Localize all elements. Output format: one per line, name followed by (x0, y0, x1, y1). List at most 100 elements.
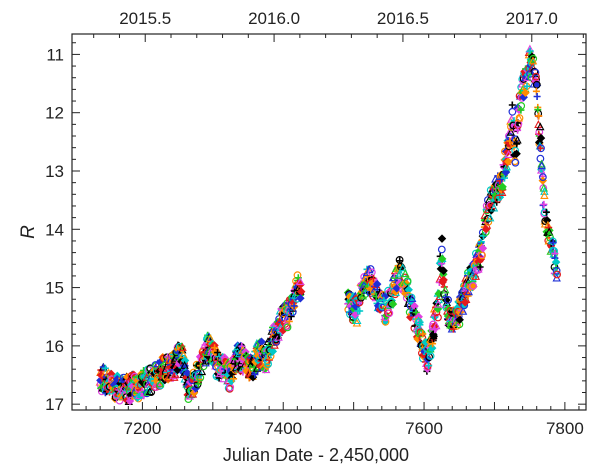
data-point-diamond (478, 244, 488, 253)
data-point-triangle (244, 368, 254, 377)
data-point-diamond (372, 279, 382, 289)
data-point-plus (540, 200, 548, 208)
data-point-diamond (439, 266, 448, 275)
data-points (95, 44, 561, 406)
data-point-diamond (296, 293, 305, 303)
data-point-diamond (504, 157, 513, 166)
data-point-circle (434, 313, 442, 322)
data-point-circle (535, 128, 544, 137)
data-point-triangle (352, 318, 362, 327)
data-point-triangle (353, 316, 362, 325)
data-point-triangle (178, 342, 187, 351)
data-point-triangle (296, 277, 305, 285)
data-point-plus (514, 126, 522, 134)
data-point-plus (265, 356, 273, 364)
data-point-circle (536, 154, 545, 163)
data-point-triangle (537, 159, 546, 168)
data-point-plus (356, 307, 364, 315)
y-tick-label: 11 (46, 45, 64, 64)
data-point-plus (285, 317, 293, 325)
data-point-plus (419, 330, 427, 338)
data-point-triangle (485, 213, 495, 222)
plot-frame-border (71, 33, 587, 411)
data-point-diamond (437, 234, 447, 243)
data-point-triangle (170, 355, 179, 364)
data-point-triangle (407, 294, 417, 302)
data-point-triangle (401, 269, 410, 278)
data-point-triangle (489, 203, 499, 212)
data-point-plus (501, 174, 508, 182)
y-axis-title: R (18, 225, 39, 239)
data-point-plus (542, 208, 550, 216)
data-point-triangle (540, 191, 549, 199)
y-tick-label: 13 (45, 162, 64, 181)
data-point-triangle (441, 285, 450, 294)
data-point-circle (511, 158, 520, 167)
data-point-plus (425, 362, 433, 370)
y-tick-label: 14 (45, 220, 64, 239)
data-point-circle (552, 266, 561, 275)
data-point-triangle (180, 360, 189, 369)
data-point-plus (549, 239, 557, 247)
data-point-triangle (464, 287, 474, 296)
data-point-plus (523, 82, 531, 90)
data-point-circle (444, 296, 453, 304)
data-point-circle (283, 323, 292, 332)
y-tick-label: 17 (45, 395, 64, 414)
data-point-diamond (512, 149, 521, 159)
plot-frame (71, 33, 587, 411)
data-point-triangle (395, 268, 405, 277)
data-point-plus (539, 201, 547, 209)
data-point-circle (508, 107, 517, 116)
data-point-triangle (539, 183, 549, 192)
data-point-triangle (346, 299, 356, 308)
data-point-triangle (358, 291, 368, 300)
data-point-diamond (429, 331, 439, 341)
data-point-triangle (433, 299, 443, 308)
data-point-diamond (437, 254, 447, 264)
data-point-plus (464, 292, 472, 300)
data-point-plus (431, 326, 439, 334)
data-point-circle (469, 282, 478, 290)
tick-labels: 7200 7400 7600 7800 2015.5 2016.0 2016.5 2017.0… (45, 9, 584, 438)
y-tick-label: 16 (45, 337, 64, 356)
data-point-plus (535, 112, 543, 120)
data-point-triangle (536, 122, 545, 131)
x-tick-label: 7600 (405, 419, 443, 438)
data-point-circle (530, 67, 539, 76)
data-point-triangle (528, 56, 538, 65)
data-point-plus (513, 140, 521, 148)
data-point-circle (532, 72, 540, 81)
data-point-plus (101, 364, 109, 372)
data-point-triangle (458, 306, 468, 315)
data-point-triangle (275, 316, 284, 325)
data-point-diamond (427, 343, 437, 353)
data-point-diamond (521, 88, 530, 98)
y-tick-label: 15 (45, 279, 64, 298)
data-point-diamond (173, 365, 182, 375)
data-point-triangle (197, 367, 207, 376)
data-point-triangle (540, 186, 549, 195)
data-point-triangle (536, 165, 546, 174)
data-point-circle (539, 173, 547, 182)
data-point-triangle (211, 361, 220, 370)
data-point-plus (287, 313, 295, 320)
x-tick-label: 7800 (546, 419, 584, 438)
data-point-circle (537, 144, 545, 153)
data-point-triangle (179, 350, 188, 359)
data-point-triangle (504, 150, 513, 158)
data-point-triangle (471, 271, 481, 280)
data-point-plus (517, 106, 525, 114)
data-point-circle (529, 54, 538, 63)
data-point-plus (533, 93, 541, 100)
data-point-diamond (388, 299, 398, 309)
data-point-diamond (268, 347, 278, 356)
data-point-triangle (155, 379, 165, 388)
data-point-triangle (528, 62, 537, 71)
data-point-triangle (143, 387, 152, 396)
x-tick-label: 7400 (264, 419, 302, 438)
data-point-triangle (201, 358, 210, 367)
data-point-circle (531, 68, 540, 77)
data-point-diamond (501, 167, 511, 177)
